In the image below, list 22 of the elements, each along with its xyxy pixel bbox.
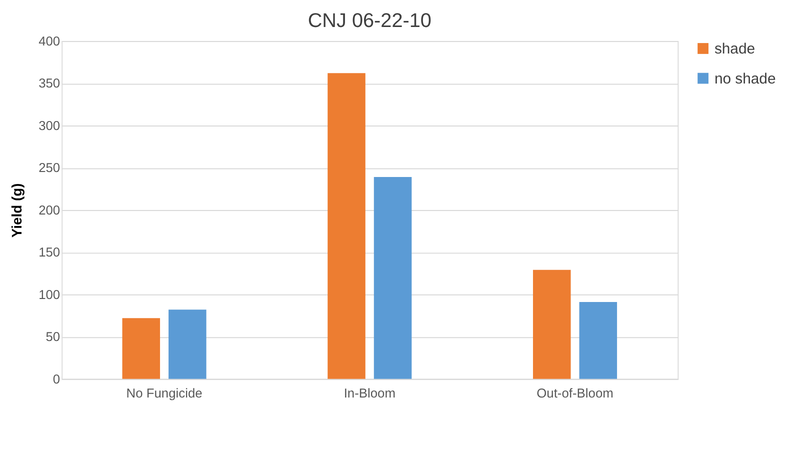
legend-label: shade: [714, 41, 756, 58]
y-tick-label: 250: [38, 160, 60, 176]
y-tick-label: 350: [38, 76, 60, 91]
y-tick-label: 50: [46, 329, 60, 344]
bar: [579, 302, 618, 379]
y-tick-label: 100: [38, 286, 60, 302]
x-tick-label: No Fungicide: [126, 385, 202, 400]
bar: [532, 270, 571, 379]
x-tick-label: In-Bloom: [344, 385, 396, 400]
y-tick-label: 200: [38, 202, 60, 218]
y-axis-title: Yield (g): [8, 183, 25, 238]
y-tick-label: 300: [38, 118, 60, 133]
chart-title: CNJ 06-22-10: [308, 10, 432, 32]
y-tick-label: 0: [52, 371, 60, 386]
legend-label: no shade: [714, 71, 776, 88]
bar: [374, 177, 412, 379]
bar: [328, 73, 366, 379]
bar: [122, 318, 160, 379]
bar: [168, 310, 206, 379]
y-tick-label: 150: [38, 244, 60, 260]
y-tick-label: 400: [38, 34, 60, 49]
x-tick-label: Out-of-Bloom: [536, 385, 614, 400]
